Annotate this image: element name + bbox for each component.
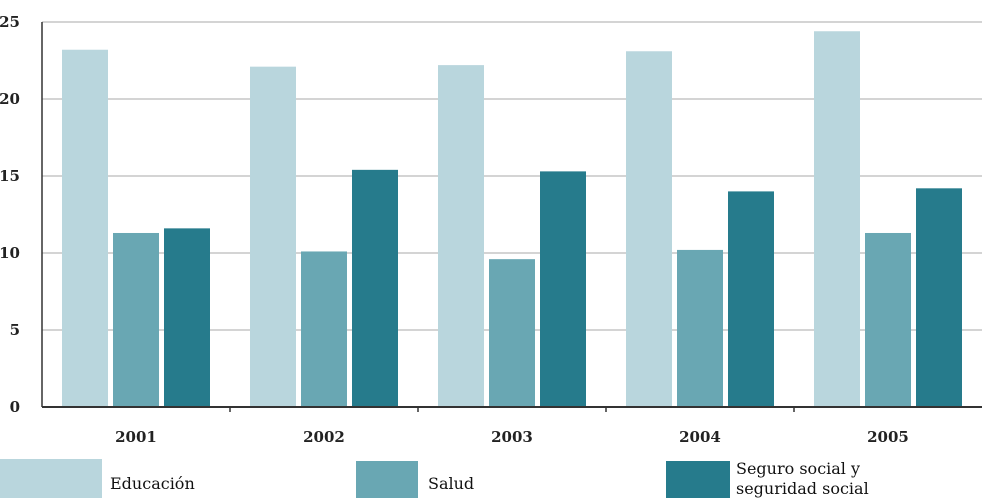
x-tick-label: 2002 — [303, 428, 345, 446]
legend-swatch-seguro — [666, 461, 730, 498]
y-tick-label: 5 — [10, 321, 20, 339]
x-tick-label: 2004 — [679, 428, 721, 446]
bar-2004-2 — [677, 249, 723, 407]
x-tick-labels: 2001 2002 2003 2004 2005 — [115, 407, 909, 446]
bar-2003-2 — [489, 259, 535, 407]
bar-2005-3 — [916, 188, 962, 407]
y-tick-label: 15 — [0, 167, 20, 185]
legend-swatch-educacion — [0, 459, 102, 498]
bar-2001-3 — [164, 228, 210, 407]
legend-label-educacion: Educación — [110, 474, 195, 493]
y-tick-labels: 0 5 10 15 20 25 — [0, 13, 20, 416]
bar-2005-1 — [814, 31, 860, 408]
x-tick-label: 2001 — [115, 428, 157, 446]
bar-2004-1 — [626, 51, 672, 407]
bars — [62, 31, 962, 408]
legend-label-seguro-line1: Seguro social y — [736, 459, 860, 478]
x-tick-label: 2005 — [867, 428, 909, 446]
bar-2001-1 — [62, 49, 108, 407]
bar-2002-1 — [250, 66, 296, 407]
bar-2002-3 — [352, 169, 398, 407]
bar-2003-3 — [540, 171, 586, 407]
x-tick-label: 2003 — [491, 428, 533, 446]
legend-swatch-salud — [356, 461, 418, 498]
bar-2004-3 — [728, 191, 774, 407]
y-tick-label: 20 — [0, 90, 20, 108]
y-tick-label: 10 — [0, 244, 20, 262]
bar-2001-2 — [113, 232, 159, 407]
legend-label-salud: Salud — [428, 474, 474, 493]
bar-2003-1 — [438, 65, 484, 408]
legend: Educación Salud Seguro social y segurida… — [0, 459, 869, 498]
bar-2005-2 — [865, 232, 911, 407]
bar-2002-2 — [301, 251, 347, 407]
legend-label-seguro-line2: seguridad social — [736, 479, 869, 498]
y-tick-label: 25 — [0, 13, 20, 31]
y-tick-label: 0 — [10, 398, 20, 416]
